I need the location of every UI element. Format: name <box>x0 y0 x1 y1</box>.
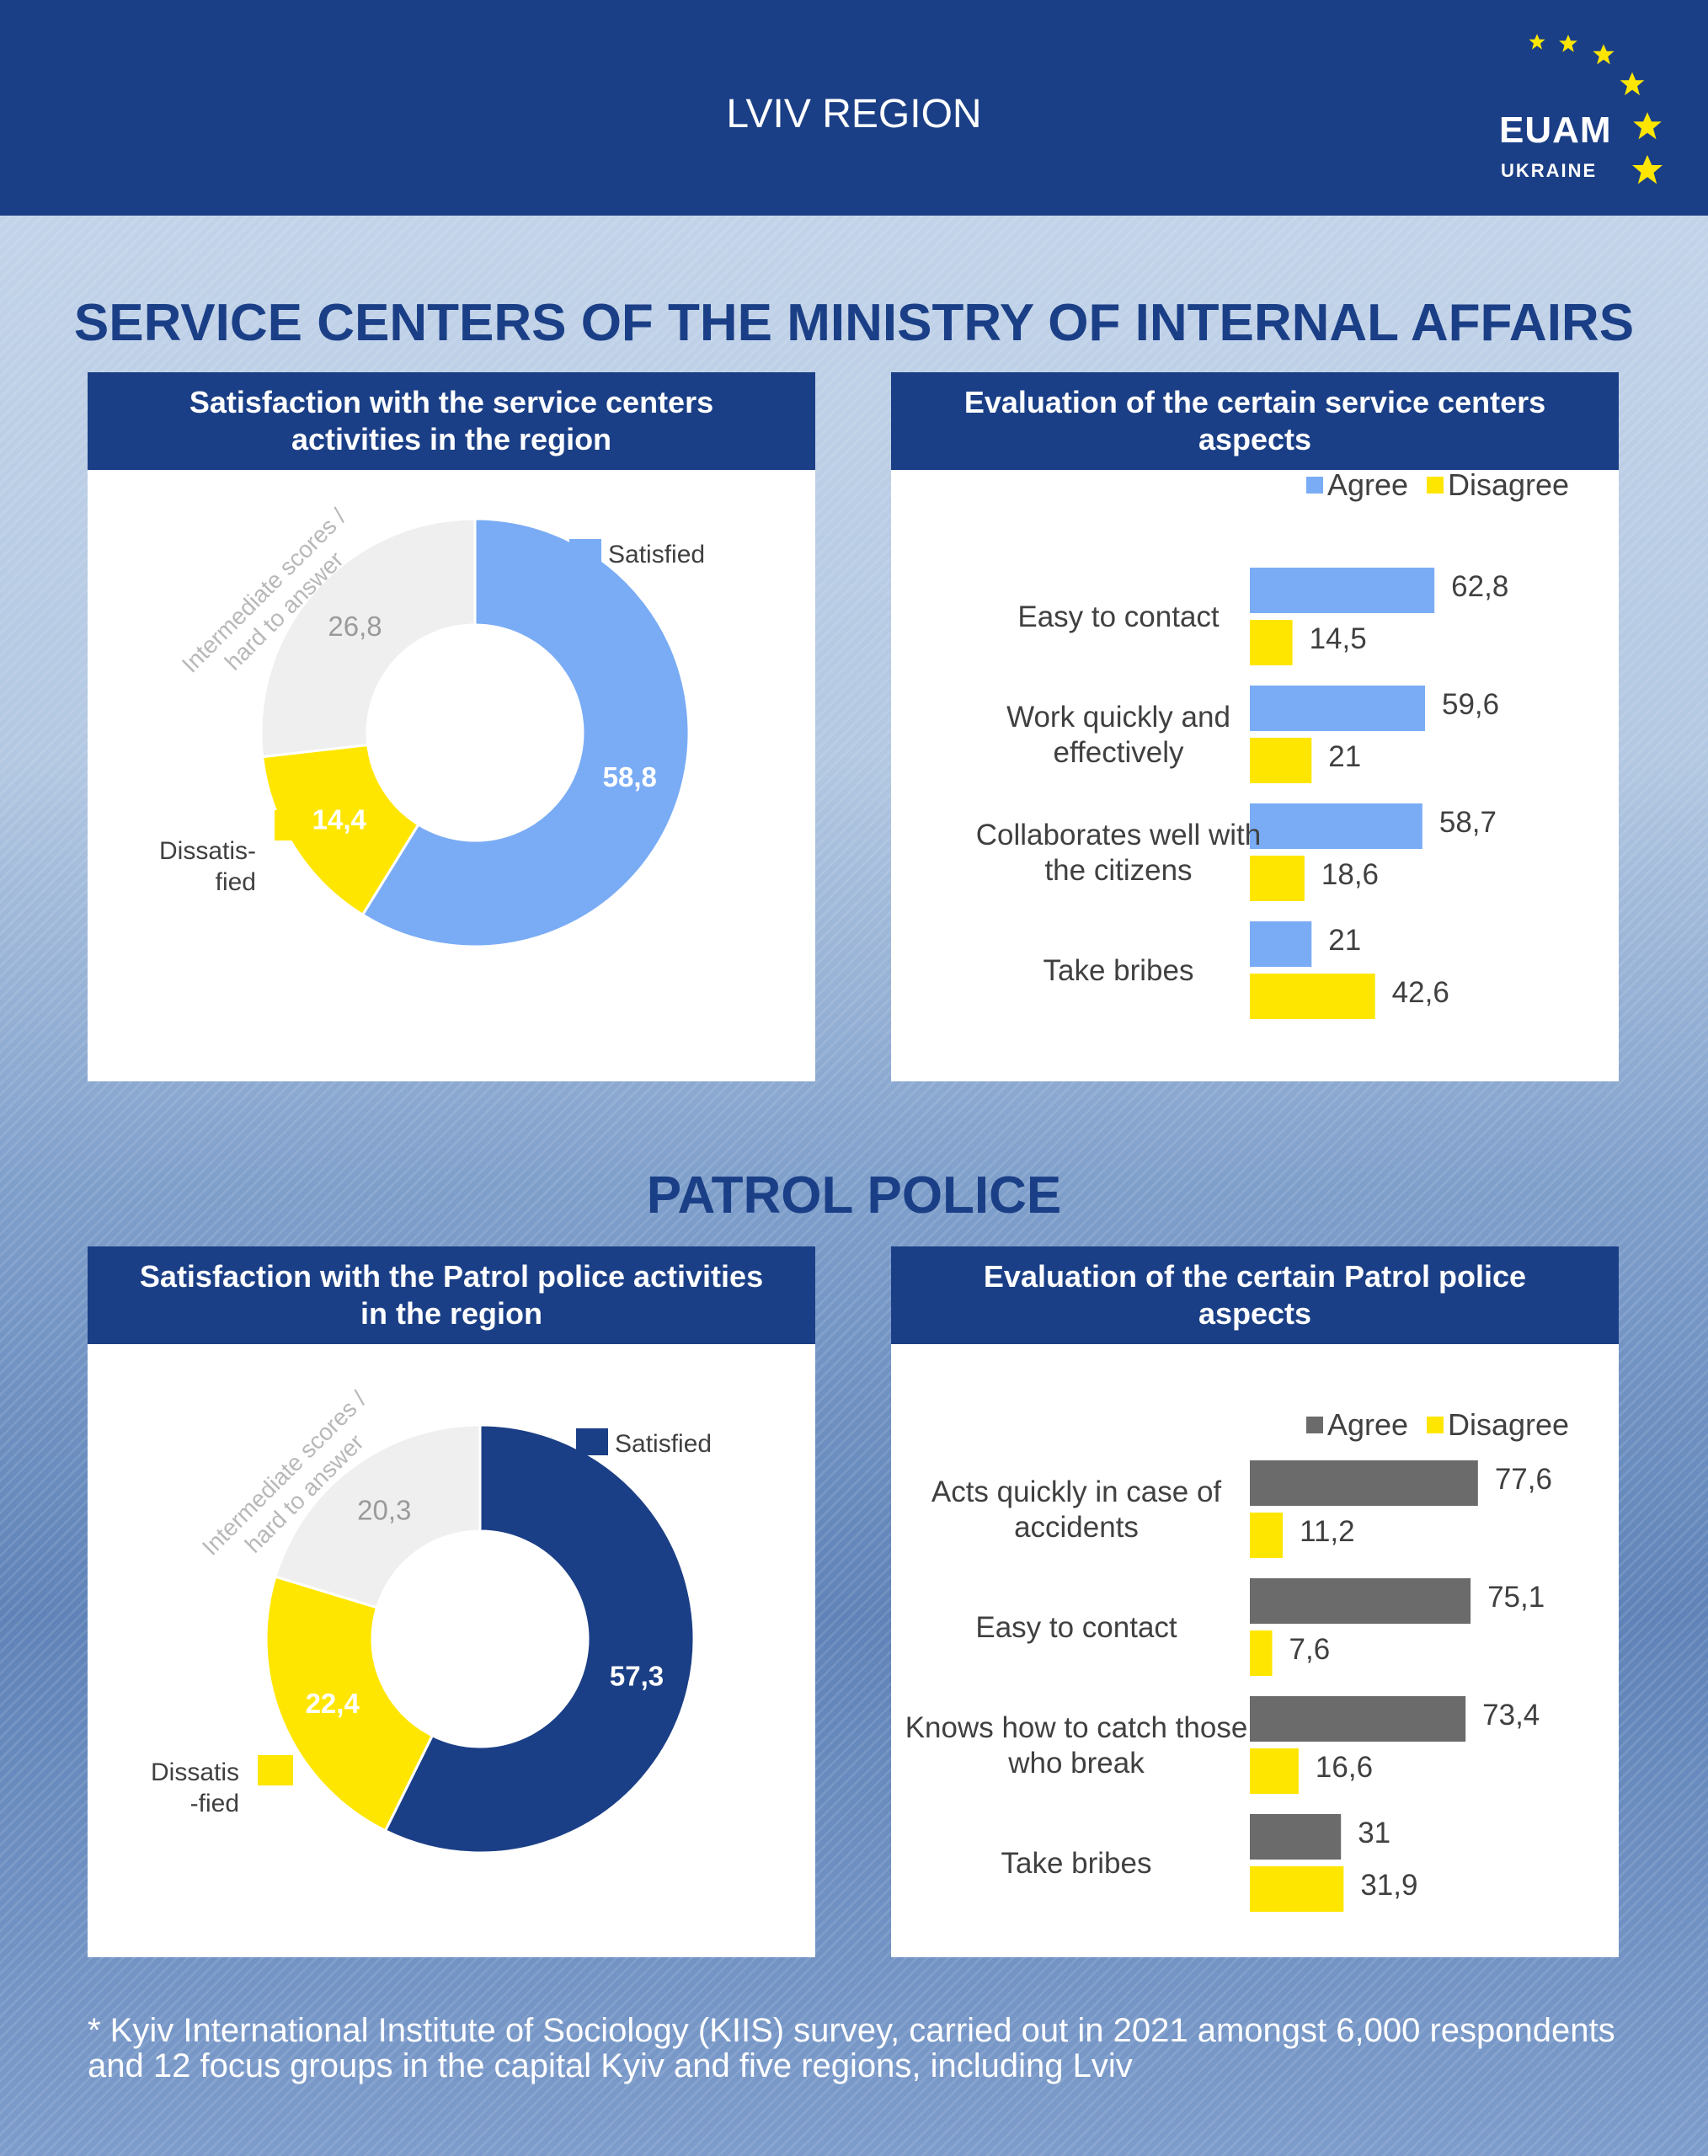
panel-title: Satisfaction with the Patrol police acti… <box>88 1246 815 1344</box>
legend-label: fied <box>216 868 256 896</box>
section-title-patrol-police: PATROL POLICE <box>646 1166 1062 1225</box>
legend-label: Agree <box>1327 1407 1408 1442</box>
category-label: Easy to contact <box>1017 600 1220 633</box>
euam-logo: EUAM UKRAINE <box>1491 25 1693 194</box>
slice-value-label: 14,4 <box>312 803 367 835</box>
category-label: the citizens <box>1044 854 1192 887</box>
bar-disagree <box>1250 856 1305 901</box>
legend-label: -fied <box>190 1790 239 1817</box>
bar-agree <box>1250 1578 1471 1624</box>
donut-slice <box>260 743 420 917</box>
bar-disagree <box>1250 974 1375 1019</box>
bar-agree <box>1250 686 1426 731</box>
bar-agree <box>1250 803 1422 849</box>
footnote: * Kyiv International Institute of Sociol… <box>88 2012 1615 2084</box>
category-label: accidents <box>1014 1511 1139 1544</box>
category-label: Acts quickly in case of <box>931 1476 1222 1508</box>
logo-subtext: UKRAINE <box>1501 160 1598 181</box>
legend-label: Dissatis- <box>159 837 256 865</box>
bar-value-label: 21 <box>1328 740 1361 773</box>
bar-value-label: 31 <box>1358 1817 1390 1849</box>
legend-swatch <box>258 1755 293 1785</box>
bar-value-label: 7,6 <box>1289 1633 1331 1666</box>
legend-swatch <box>1306 477 1323 494</box>
bar-value-label: 58,7 <box>1439 806 1497 839</box>
slice-value-label: 57,3 <box>610 1660 664 1691</box>
bar-chart-patrol-police: Agree Disagree 77,6 11,2 Acts quickly in cas… <box>905 1407 1569 1912</box>
panel-pp-satisfaction: Satisfaction with the Patrol police acti… <box>88 1246 815 1957</box>
legend-swatch <box>1306 1417 1323 1433</box>
category-label: Take bribes <box>1043 954 1194 987</box>
legend-label: Disagree <box>1448 470 1569 502</box>
legend-swatch <box>569 539 601 566</box>
bar-agree <box>1250 1460 1478 1506</box>
category-label: who break <box>1007 1747 1145 1780</box>
bar-value-label: 11,2 <box>1300 1515 1355 1548</box>
panel-sc-satisfaction: Satisfaction with the service centers ac… <box>88 372 815 1081</box>
bar-value-label: 31,9 <box>1360 1869 1417 1902</box>
category-label: Easy to contact <box>975 1611 1177 1644</box>
bar-value-label: 59,6 <box>1442 688 1499 721</box>
legend-swatch <box>1427 477 1444 494</box>
bar-agree <box>1250 1814 1342 1860</box>
slice-value-label: 20,3 <box>357 1495 411 1526</box>
bar-disagree <box>1250 1748 1299 1794</box>
slice-value-label: 58,8 <box>603 761 657 792</box>
bar-agree <box>1250 568 1435 613</box>
bar-value-label: 18,6 <box>1321 858 1379 891</box>
category-label: Take bribes <box>1001 1847 1152 1880</box>
legend-label: Agree <box>1327 470 1408 502</box>
category-label: Knows how to catch those <box>905 1711 1248 1744</box>
bar-agree <box>1250 921 1312 967</box>
bar-agree <box>1250 1696 1466 1742</box>
slice-value-label: 26,8 <box>328 611 382 642</box>
logo-text: EUAM <box>1499 109 1612 151</box>
legend-swatch <box>275 810 310 841</box>
legend-label: Satisfied <box>608 541 705 568</box>
bar-value-label: 21 <box>1328 924 1361 957</box>
bar-disagree <box>1250 1866 1344 1912</box>
panel-title: Satisfaction with the service centers ac… <box>88 372 815 470</box>
donut-slice <box>259 517 477 759</box>
legend-label: Dissatis <box>151 1758 239 1786</box>
donut-chart-service-centers: 58,814,426,8SatisfiedDissatis-fiedInterm… <box>159 504 705 948</box>
panel-title: Evaluation of the certain service center… <box>891 372 1619 470</box>
bar-disagree <box>1250 620 1293 665</box>
bar-value-label: 75,1 <box>1487 1581 1545 1614</box>
bar-chart-service-centers: Agree Disagree 62,8 14,5 Easy to contact 59,6… <box>976 470 1569 1019</box>
bar-disagree <box>1250 738 1312 783</box>
donut-slice <box>360 517 691 948</box>
bar-value-label: 42,6 <box>1392 976 1449 1009</box>
category-label: Collaborates well with <box>976 819 1261 851</box>
bar-value-label: 62,8 <box>1451 570 1508 603</box>
bar-value-label: 16,6 <box>1316 1751 1373 1784</box>
panel-sc-evaluation: Evaluation of the certain service center… <box>891 372 1619 1081</box>
bar-disagree <box>1250 1630 1273 1676</box>
slice-value-label: 22,4 <box>306 1688 360 1719</box>
donut-slice <box>264 1575 435 1833</box>
bar-value-label: 77,6 <box>1495 1463 1552 1496</box>
panel-pp-evaluation: Evaluation of the certain Patrol police … <box>891 1246 1619 1957</box>
panel-title: Evaluation of the certain Patrol police … <box>891 1246 1619 1344</box>
bar-value-label: 14,5 <box>1310 622 1367 655</box>
bar-value-label: 73,4 <box>1482 1699 1540 1732</box>
donut-slice <box>274 1423 482 1609</box>
donut-chart-patrol-police: 57,322,420,3SatisfiedDissatis-fiedInterm… <box>151 1386 712 1854</box>
legend-swatch <box>1427 1417 1444 1433</box>
header-bar: LVIV REGION EUAM UKRAINE <box>0 0 1708 216</box>
category-label: Work quickly and <box>1006 701 1230 734</box>
legend-swatch <box>576 1428 608 1455</box>
region-title: LVIV REGION <box>726 92 982 136</box>
category-label: effectively <box>1054 736 1184 769</box>
legend-label: Satisfied <box>615 1430 712 1458</box>
section-title-service-centers: SERVICE CENTERS OF THE MINISTRY OF INTER… <box>73 294 1635 352</box>
donut-slice <box>383 1423 696 1854</box>
bar-disagree <box>1250 1513 1284 1558</box>
legend-label: Disagree <box>1448 1407 1569 1442</box>
eu-stars-icon <box>1529 34 1663 184</box>
